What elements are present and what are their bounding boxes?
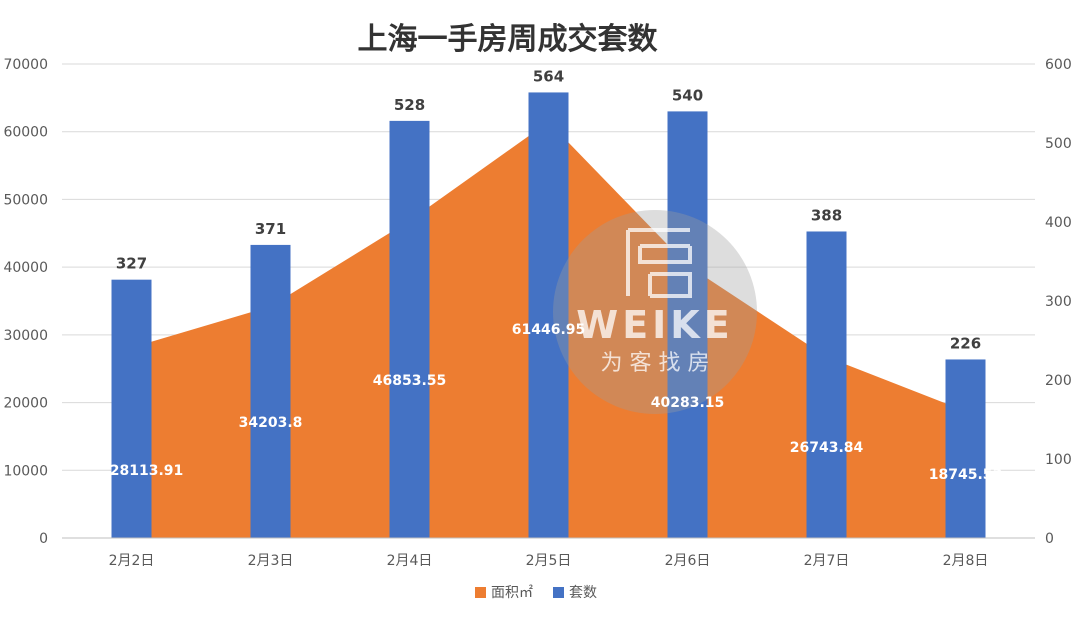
bar-data-label: 528: [394, 96, 425, 114]
y-left-tick-label: 50000: [3, 192, 48, 208]
bar-data-label: 564: [533, 67, 564, 85]
bar-data-label: 540: [672, 86, 703, 104]
bar-2月5日: [528, 92, 569, 538]
area-data-label: 18745.53: [929, 467, 1003, 483]
bar-2月8日: [945, 359, 986, 538]
legend-swatch-bar: [553, 587, 564, 598]
bar-2月4日: [389, 120, 430, 538]
area-data-label: 34203.8: [239, 415, 303, 431]
y-left-tick-label: 20000: [3, 396, 48, 412]
y-right-tick-label: 0: [1045, 531, 1054, 547]
y-left-tick-label: 0: [39, 531, 48, 547]
y-right-tick-label: 400: [1045, 215, 1072, 231]
y-right-tick-label: 100: [1045, 452, 1072, 468]
watermark-logo-circle: [553, 210, 757, 414]
x-tick-label: 2月5日: [526, 553, 572, 569]
watermark-brand: WEIKE: [576, 303, 733, 347]
x-tick-label: 2月3日: [248, 553, 294, 569]
y-left-tick-label: 40000: [3, 260, 48, 276]
y-right-tick-label: 200: [1045, 373, 1072, 389]
x-tick-label: 2月4日: [387, 553, 433, 569]
x-tick-label: 2月7日: [804, 553, 850, 569]
y-right-tick-label: 600: [1045, 57, 1072, 73]
area-data-label: 28113.91: [110, 463, 184, 479]
area-data-label: 40283.15: [651, 395, 725, 411]
legend-swatch-area: [475, 587, 486, 598]
y-left-tick-label: 30000: [3, 328, 48, 344]
watermark-logo-mark: [626, 228, 692, 298]
x-tick-label: 2月6日: [665, 553, 711, 569]
bar-2月3日: [250, 244, 291, 538]
area-data-label: 61446.95: [512, 322, 586, 338]
legend-label-area: 面积㎡: [491, 585, 533, 601]
x-tick-label: 2月2日: [109, 553, 155, 569]
bar-2月6日: [667, 111, 708, 539]
bar-data-label: 388: [811, 206, 842, 224]
y-right-tick-label: 500: [1045, 136, 1072, 152]
area-data-label: 46853.55: [373, 373, 447, 389]
y-left-tick-label: 10000: [3, 463, 48, 479]
watermark-subtitle: 为 客 找 房: [601, 351, 710, 376]
bar-data-label: 327: [116, 255, 147, 273]
area-data-label: 26743.84: [790, 440, 864, 456]
y-right-tick-label: 300: [1045, 294, 1072, 310]
bar-data-label: 371: [255, 220, 286, 238]
legend-label-bar: 套数: [569, 585, 597, 601]
y-left-tick-label: 60000: [3, 125, 48, 141]
bar-2月7日: [806, 231, 847, 539]
y-left-tick-label: 70000: [3, 57, 48, 73]
x-tick-label: 2月8日: [943, 553, 989, 569]
bar-2月2日: [111, 279, 152, 538]
bar-data-label: 226: [950, 334, 981, 352]
chart-title: 上海一手房周成交套数: [357, 22, 658, 57]
